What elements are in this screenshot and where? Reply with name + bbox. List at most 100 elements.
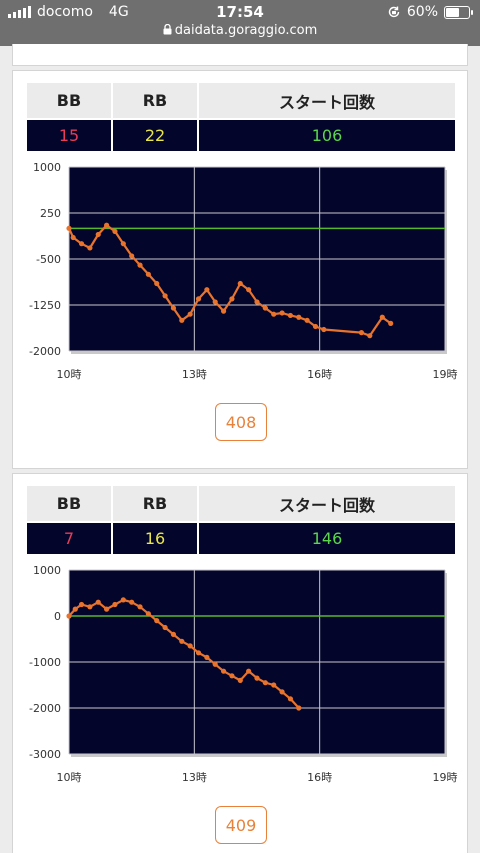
- orientation-lock-icon: [388, 6, 400, 18]
- data-point: [104, 222, 110, 228]
- bb-count: 15: [27, 118, 112, 151]
- y-tick-label: -500: [36, 253, 61, 266]
- data-point: [137, 262, 143, 268]
- data-point: [179, 638, 185, 644]
- data-point: [279, 310, 285, 316]
- data-point: [237, 677, 243, 683]
- data-point: [70, 234, 76, 241]
- x-tick-label: 16時: [307, 368, 332, 381]
- data-point: [78, 601, 85, 608]
- signal-strength-icon: [8, 6, 31, 18]
- data-point: [262, 680, 268, 686]
- carrier-name: docomo: [37, 4, 93, 20]
- start-count: 106: [197, 118, 455, 151]
- bb-header: BB: [27, 83, 112, 119]
- slump-graph: 1000 250 -500 -1250 -2000 10時 13時 16時 19時: [29, 161, 458, 381]
- status-bar: docomo 4G 17:54 daidata.goraggio.com 60%: [0, 0, 480, 46]
- y-tick-label: 1000: [33, 564, 61, 577]
- data-point: [229, 673, 235, 679]
- rb-header: RB: [111, 83, 198, 119]
- data-point: [112, 228, 118, 234]
- data-point: [66, 225, 72, 231]
- data-point: [129, 253, 135, 259]
- data-point: [229, 296, 235, 302]
- y-tick-label: -1000: [29, 656, 61, 669]
- data-point: [271, 682, 277, 688]
- data-point: [187, 643, 193, 649]
- data-point: [379, 314, 385, 320]
- clock: 17:54: [216, 3, 264, 21]
- bb-count: 7: [27, 521, 112, 554]
- data-point: [154, 280, 160, 287]
- data-point: [358, 330, 365, 336]
- data-point: [145, 611, 151, 617]
- x-tick-label: 13時: [182, 368, 207, 381]
- y-tick-label: 1000: [33, 161, 61, 174]
- start-count-header: スタート回数: [197, 486, 455, 522]
- data-point: [246, 668, 252, 674]
- rb-header: RB: [111, 486, 198, 522]
- data-point: [287, 312, 294, 319]
- data-point: [204, 287, 210, 293]
- y-tick-label: -3000: [29, 748, 61, 761]
- data-point: [195, 650, 202, 656]
- network-type: 4G: [108, 4, 129, 20]
- y-tick-label: -1250: [29, 299, 61, 312]
- data-point: [254, 299, 260, 305]
- x-tick-label: 19時: [433, 771, 458, 784]
- start-count-header: スタート回数: [197, 83, 455, 119]
- bb-header: BB: [27, 486, 112, 522]
- data-point: [296, 314, 302, 320]
- data-point: [212, 299, 218, 305]
- data-point: [212, 661, 218, 667]
- lock-icon: [163, 23, 172, 35]
- rb-count: 16: [111, 521, 198, 554]
- data-point: [367, 333, 373, 339]
- data-point: [112, 601, 118, 608]
- data-point: [95, 231, 101, 238]
- x-tick-label: 19時: [433, 368, 458, 381]
- data-point: [296, 705, 302, 711]
- data-point: [388, 320, 394, 326]
- y-tick-label: -2000: [29, 702, 61, 715]
- data-point: [170, 305, 177, 311]
- data-point: [145, 271, 151, 277]
- machine-number-button[interactable]: 409: [215, 806, 267, 844]
- x-tick-label: 13時: [182, 771, 207, 784]
- data-point: [187, 311, 193, 317]
- slump-graph: 1000 0 -1000 -2000 -3000 10時 13時 16時 19時: [29, 564, 458, 784]
- data-point: [120, 241, 126, 247]
- data-point: [162, 624, 168, 631]
- previous-machine-card: [12, 44, 468, 66]
- x-tick-label: 10時: [57, 368, 82, 381]
- data-point: [304, 317, 310, 323]
- data-point: [87, 604, 93, 610]
- data-point: [104, 606, 110, 612]
- data-point: [170, 631, 177, 637]
- data-point: [154, 618, 160, 624]
- y-tick-label: -2000: [29, 345, 61, 358]
- rb-count: 22: [111, 118, 198, 151]
- data-point: [129, 599, 135, 605]
- stats-table: BB RB スタート回数 15 22 106: [27, 83, 455, 151]
- address-bar[interactable]: daidata.goraggio.com: [0, 23, 480, 38]
- data-point: [95, 599, 101, 605]
- data-point: [220, 668, 227, 674]
- machine-number-button[interactable]: 408: [215, 403, 267, 441]
- data-point: [287, 696, 294, 702]
- battery-percent: 60%: [406, 4, 438, 20]
- data-point: [179, 317, 185, 323]
- data-point: [271, 311, 277, 317]
- data-point: [120, 597, 126, 603]
- data-point: [137, 604, 143, 610]
- machine-card: BB RB スタート回数 7 16 146 1000 0 -1000 -2000 -30…: [12, 473, 468, 853]
- start-count: 146: [197, 521, 455, 554]
- y-tick-label: 250: [40, 207, 61, 220]
- data-point: [195, 296, 202, 302]
- data-point: [279, 689, 285, 695]
- data-point: [204, 654, 210, 660]
- data-point: [220, 308, 227, 314]
- data-point: [87, 245, 93, 251]
- data-point: [312, 323, 319, 330]
- data-point: [254, 675, 260, 681]
